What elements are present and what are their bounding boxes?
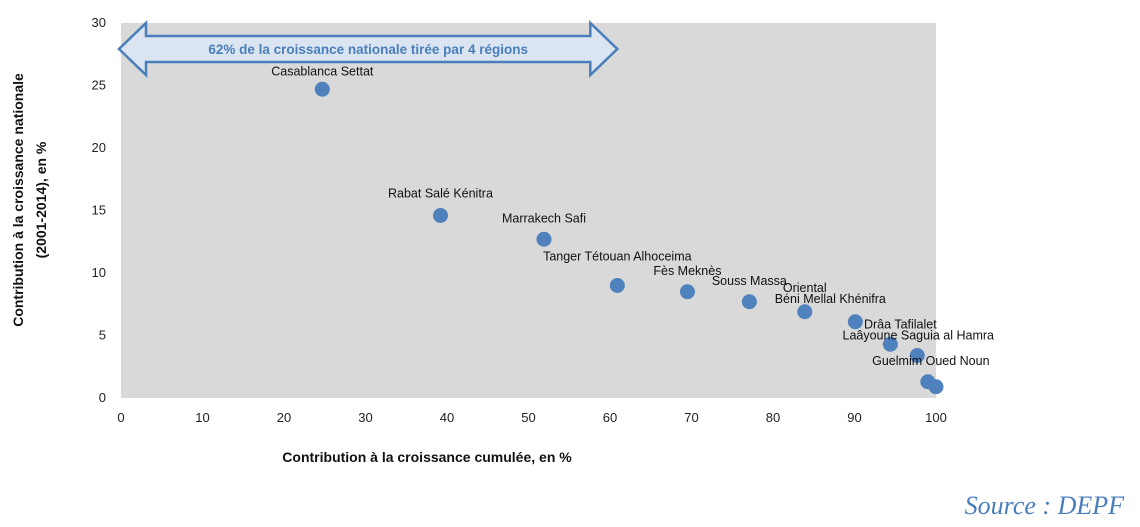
x-tick-label: 50	[521, 410, 535, 425]
x-tick-label: 80	[766, 410, 780, 425]
y-tick-label: 5	[99, 328, 106, 343]
x-axis-title: Contribution à la croissance cumulée, en…	[282, 449, 572, 465]
y-axis-title-line2: (2001-2014), en %	[33, 141, 49, 258]
data-point	[882, 336, 898, 352]
x-tick-label: 10	[195, 410, 209, 425]
data-label: Souss Massa	[712, 274, 787, 288]
x-tick-label: 40	[440, 410, 454, 425]
y-tick-label: 30	[92, 15, 106, 30]
y-tick-label: 10	[92, 265, 106, 280]
y-tick-label: 25	[92, 78, 106, 93]
data-point	[797, 304, 813, 320]
data-label: Laâyoune Saguia al Hamra	[843, 329, 995, 343]
x-tick-label: 60	[603, 410, 617, 425]
x-axis: 0 10 20 30 40 50 60 70 80 90 100	[117, 410, 946, 425]
data-point	[314, 81, 330, 97]
y-tick-label: 0	[99, 390, 106, 405]
data-label: Marrakech Safi	[502, 211, 586, 225]
data-point	[847, 314, 863, 330]
x-tick-label: 100	[925, 410, 947, 425]
data-point	[741, 294, 757, 310]
data-label: Tanger Tétouan Alhoceima	[543, 250, 692, 264]
x-tick-label: 90	[847, 410, 861, 425]
data-label: Fès Meknès	[653, 264, 721, 278]
x-tick-label: 30	[358, 410, 372, 425]
y-tick-label: 20	[92, 140, 106, 155]
y-axis: 0 5 10 15 20 25 30	[92, 15, 106, 405]
data-points	[314, 81, 944, 395]
y-axis-title-line1: Contribution à la croissance nationale	[10, 73, 26, 327]
data-labels: Casablanca Settat Rabat Salé Kénitra Marra…	[271, 64, 994, 368]
data-point	[679, 284, 695, 300]
data-point	[609, 278, 625, 293]
data-point	[536, 231, 552, 247]
data-point	[909, 348, 925, 363]
data-point	[432, 208, 448, 223]
data-label: Drâa Tafilalet	[864, 317, 937, 331]
y-tick-label: 15	[92, 203, 106, 218]
data-label: Rabat Salé Kénitra	[388, 187, 493, 201]
data-point	[928, 379, 944, 395]
data-label: Guelmim Oued Noun	[872, 354, 989, 368]
x-tick-label: 20	[277, 410, 291, 425]
data-label: Béni Mellal Khénifra	[775, 292, 886, 306]
x-tick-label: 0	[117, 410, 124, 425]
annotation-text: 62% de la croissance nationale tirée par…	[208, 42, 528, 57]
annotation-group: 62% de la croissance nationale tirée par…	[117, 20, 620, 78]
plot-area	[121, 23, 936, 398]
annotation-arrow	[117, 20, 620, 78]
source-note: Source : DEPF	[964, 491, 1124, 520]
x-tick-label: 70	[684, 410, 698, 425]
data-label: Casablanca Settat	[271, 64, 374, 78]
data-label: Oriental	[783, 281, 827, 295]
